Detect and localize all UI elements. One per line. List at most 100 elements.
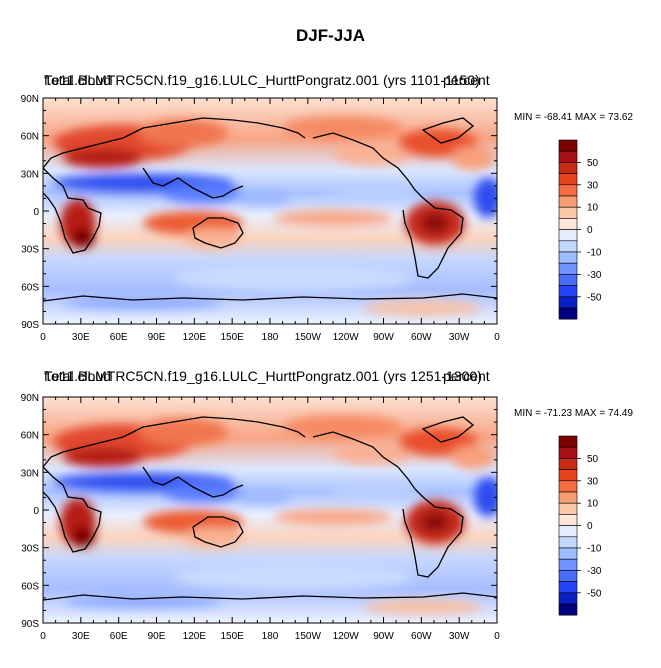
x-tick-label: 60W [411, 631, 432, 642]
y-tick-label: 60N [21, 132, 39, 143]
colorbar-swatch [558, 491, 578, 504]
x-tick-label: 60E [110, 631, 128, 642]
x-tick-label: 30W [449, 631, 470, 642]
panel-main-title: f.e11.BLMTRC5CN.f19_g16.LULC_HurttPongra… [44, 72, 480, 88]
x-tick-label: 150W [295, 332, 322, 343]
y-tick-label: 60S [21, 581, 39, 592]
colorbar-swatch [558, 514, 578, 526]
map-panel-2: 0 30E 60E 90E 120E 150E 180 150W 120W 90W 60W 30W 0 … [0, 368, 661, 668]
colorbar-swatch [558, 458, 578, 470]
x-tick-label: 90E [148, 332, 166, 343]
x-tick-label: 120E [183, 332, 207, 343]
panel-main-title: f.e11.BLMTRC5CN.f19_g16.LULC_HurttPongra… [44, 368, 482, 384]
colorbar-swatch [558, 558, 578, 571]
x-tick-label: 120W [333, 631, 360, 642]
panel-left-title: Total cloud [44, 368, 111, 384]
colorbar-swatch [558, 206, 578, 219]
y-axis-ticks [43, 396, 497, 624]
y-tick-label: 0 [33, 207, 39, 218]
colorbar-swatch [558, 435, 578, 448]
colorbar-swatch [558, 592, 578, 605]
min-value: MIN = -71.23 [514, 408, 573, 419]
panel-left-title: Total cloud [44, 72, 111, 88]
y-axis-labels: 90N 60N 30N 0 30S 60S 90S [21, 393, 40, 630]
colorbar-swatch [558, 218, 578, 230]
x-axis-ticks [42, 98, 498, 324]
colorbar-label: 50 [587, 158, 599, 169]
x-tick-label: 90E [148, 631, 166, 642]
max-value: MAX = 74.49 [574, 408, 633, 419]
y-tick-label: 30N [21, 169, 39, 180]
panel-units-title: percent [443, 368, 490, 384]
colorbar-label: 0 [587, 521, 593, 532]
colorbar-label: 50 [587, 454, 599, 465]
colorbar-swatch [558, 184, 578, 197]
colorbar-label: 30 [587, 180, 599, 191]
colorbar-swatch [558, 502, 578, 515]
colorbar-label: -10 [587, 248, 602, 259]
x-tick-label: 150E [220, 332, 244, 343]
y-tick-label: 30S [21, 544, 39, 555]
x-tick-label: 60W [411, 332, 432, 343]
min-value: MIN = -68.41 [514, 112, 573, 123]
figure-title: DJF-JJA [296, 26, 365, 45]
x-tick-label: 30E [72, 631, 90, 642]
y-tick-label: 60N [21, 431, 39, 442]
x-tick-label: 90W [373, 332, 394, 343]
colorbar-label: -50 [587, 292, 602, 303]
colorbar-swatch [558, 162, 578, 174]
colorbar-labels: 50 30 10 0 -10 -30 -50 [587, 158, 602, 303]
x-tick-label: 180 [262, 332, 279, 343]
x-tick-label: 90W [373, 631, 394, 642]
colorbar-label: 10 [587, 499, 599, 510]
y-tick-label: 60S [21, 282, 39, 293]
colorbar-swatch [558, 307, 578, 320]
y-tick-label: 0 [33, 506, 39, 517]
colorbar-swatch [558, 480, 578, 493]
x-tick-label: 120E [183, 631, 207, 642]
colorbar-swatch [558, 570, 578, 582]
colorbar-label: 30 [587, 476, 599, 487]
min-max-readout: MIN = -68.41 MAX = 73.62 [514, 112, 633, 123]
contour-field-map [43, 397, 502, 623]
colorbar-swatch [558, 603, 578, 616]
map-panel-1: 0 30E 60E 90E 120E 150E 180 150W 120W 90W 60W 30W 0 … [0, 72, 661, 372]
map-plot-1: 0 30E 60E 90E 120E 150E 180 150W 120W 90W 60W 30W 0 … [21, 94, 502, 343]
colorbar-swatch [558, 296, 578, 309]
x-axis-labels: 0 30E 60E 90E 120E 150E 180 150W 120W 90W 60W 30W 0 [40, 332, 500, 343]
y-axis-labels: 90N 60N 30N 0 30S 60S 90S [21, 94, 40, 331]
min-max-readout: MIN = -71.23 MAX = 74.49 [514, 408, 633, 419]
colorbar-swatch [558, 195, 578, 208]
y-tick-label: 90S [21, 619, 39, 630]
y-axis-ticks [43, 97, 497, 325]
colorbar-swatch [558, 285, 578, 298]
colorbar-swatch [558, 581, 578, 594]
x-tick-label: 60E [110, 332, 128, 343]
colorbar-swatch [558, 139, 578, 152]
colorbar-swatches [558, 139, 581, 320]
colorbar-swatch [558, 446, 578, 459]
map-plot-2: 0 30E 60E 90E 120E 150E 180 150W 120W 90W 60W 30W 0 … [21, 393, 502, 642]
colorbar-swatch [558, 469, 578, 482]
y-tick-label: 90N [21, 393, 39, 404]
y-tick-label: 90N [21, 94, 39, 105]
colorbar-swatch [558, 173, 578, 186]
panel-units-title: percent [443, 72, 490, 88]
x-tick-label: 0 [40, 631, 46, 642]
colorbar-label: -30 [587, 270, 602, 281]
colorbar-swatch [558, 525, 578, 538]
colorbar-label: -30 [587, 566, 602, 577]
x-tick-label: 150E [220, 631, 244, 642]
colorbar-label: 0 [587, 225, 593, 236]
colorbar-swatch [558, 274, 578, 286]
colorbar: 50 30 10 0 -10 -30 -50 [558, 435, 602, 616]
x-tick-label: 0 [40, 332, 46, 343]
colorbar-swatch [558, 150, 578, 163]
colorbar-swatch [558, 240, 578, 253]
x-tick-label: 0 [494, 332, 500, 343]
x-tick-label: 30W [449, 332, 470, 343]
x-tick-label: 120W [333, 332, 360, 343]
x-tick-label: 150W [295, 631, 322, 642]
contour-field-map [43, 98, 502, 324]
x-tick-label: 30E [72, 332, 90, 343]
